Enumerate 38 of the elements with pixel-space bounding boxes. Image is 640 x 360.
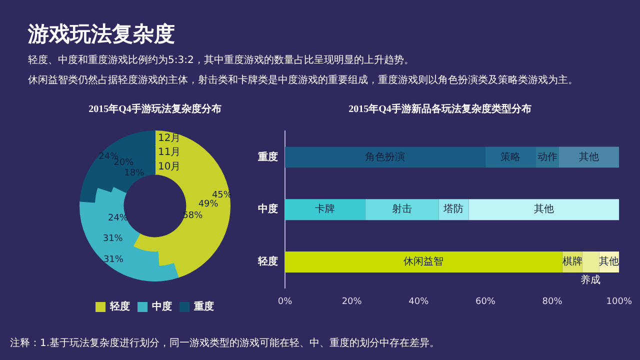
x-tick-label: 80% [542, 296, 563, 307]
series-label: 养成 [580, 274, 601, 286]
data-label: 31% [103, 254, 124, 265]
chart-title: 2015年Q4手游玩法复杂度分布 [88, 104, 222, 116]
legend-label: 轻度 [109, 300, 130, 313]
slice-label: 11月 [158, 147, 181, 158]
series-label: 策略 [500, 150, 521, 163]
text: 注释：1.基于玩法复杂度进行划分，同一游戏类型的游戏可能在轻、中、重度的划分中存在差异。 [10, 337, 441, 351]
series-label: 其他 [599, 256, 620, 268]
x-tick-label: 100% [606, 296, 632, 307]
chart-title: 2015年Q4手游新品各玩法复杂度类型分布 [348, 104, 532, 116]
series-label: 动作 [537, 152, 558, 163]
x-tick-label: 40% [408, 296, 430, 307]
series-label: 棋牌 [562, 256, 582, 268]
x-tick-label: 60% [475, 296, 496, 307]
series-label: 塔防 [442, 203, 464, 216]
series-label: 其他 [579, 150, 600, 163]
series-label: 角色扮演 [365, 150, 406, 163]
y-tick-label: 轻度 [257, 256, 278, 268]
y-tick-label: 中度 [258, 203, 278, 216]
series-label: 其他 [534, 203, 554, 216]
slice-label: 12月 [158, 132, 181, 144]
data-label: 31% [102, 234, 124, 244]
legend-label: 重度 [193, 300, 214, 313]
text: 轻度、中度和重度游戏比例约为5:3:2，其中重度游戏的数量占比呈现明显的上升趋势。 [28, 54, 415, 68]
x-tick-label: 20% [342, 296, 362, 307]
x-tick-label: 0% [278, 296, 293, 307]
series-label: 休闲益智 [404, 256, 444, 268]
series-label: 射击 [392, 203, 412, 216]
legend-label: 中度 [152, 300, 172, 313]
data-label: 24% [108, 213, 128, 224]
text: 游戏玩法复杂度 [28, 21, 176, 48]
slice-label: 10月 [158, 162, 181, 173]
data-label: 49% [198, 200, 219, 210]
data-label: 58% [182, 211, 204, 222]
text: 休闲益智类仍然占据轻度游戏的主体，射击类和卡牌类是中度游戏的重要组成，重度游戏则以角色扮演类及策略类游戏为主。 [28, 74, 579, 88]
series-label: 卡牌 [315, 203, 336, 216]
y-tick-label: 重度 [257, 150, 278, 163]
